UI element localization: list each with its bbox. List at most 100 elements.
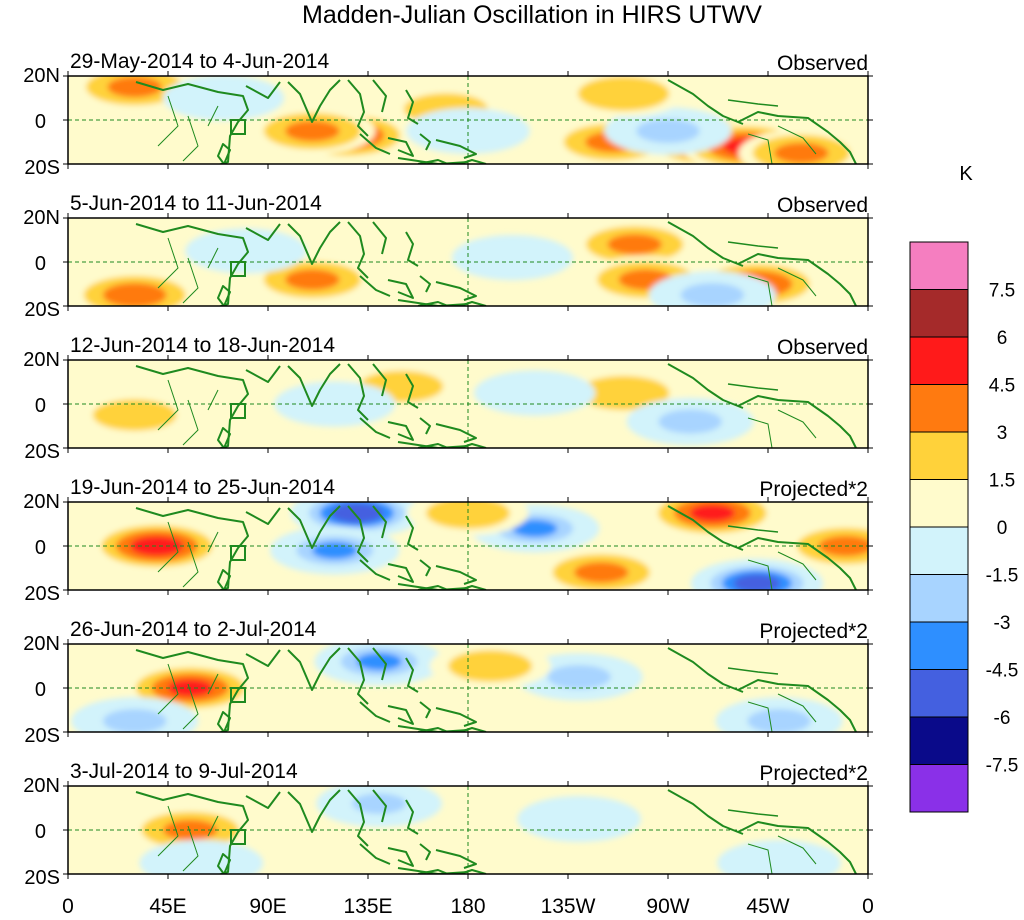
colorbar-label: -4.5 [986,661,1019,682]
colorbar-swatch [909,764,969,813]
anomaly-blob [604,107,732,155]
contour-level [577,76,670,111]
colorbar-label: -3 [994,613,1011,634]
colorbar-swatch [909,621,969,670]
anomaly-blob [648,271,776,306]
lon-label: 0 [862,895,874,918]
anomaly-blob [429,644,551,689]
lat-label: 20N [23,349,60,371]
contour-level [636,119,700,143]
contour-level [689,504,736,522]
map-panels: 20N 0 20S 29-May-2014 to 4-Jun-2014 Observed… [23,50,873,889]
contour-level [103,709,167,732]
longitude-axis: 0 45E 90E 135E 180 135W 90W 45W 0 [62,895,874,918]
colorbar-label: 6 [997,328,1008,349]
lat-label: 20S [24,299,60,321]
colorbar-label: -6 [994,708,1011,729]
panel-date-range: 3-Jul-2014 to 9-Jul-2014 [70,760,298,783]
panel-type-label: Observed [777,194,868,217]
contour-level [774,142,829,164]
lat-label: 20N [23,633,60,655]
contour-level [422,113,514,149]
colorbar-legend: K 7.5 6 4.5 3 1.5 0 -1.5 -3 -4.5 -6 -7.5 [909,163,1019,813]
contour-level [107,76,162,98]
contour-level [426,502,510,529]
contour-level [103,283,167,306]
anomaly-blob [517,796,641,842]
panel-type-label: Projected*2 [759,478,868,501]
contour-level [533,801,625,837]
colorbar-swatch [909,336,969,385]
lat-label: 0 [35,253,46,275]
anomaly-blob [71,271,199,306]
colorbar-swatch [909,716,969,765]
lon-label: 0 [62,895,74,918]
lat-label: 20N [23,775,60,797]
panel-type-label: Observed [777,52,868,75]
panel-date-range: 5-Jun-2014 to 11-Jun-2014 [70,192,322,215]
anomaly-blob [626,397,754,446]
lon-label: 180 [450,895,485,918]
contour-level [181,82,266,114]
anomaly-blob [71,697,199,732]
anomaly-blob [249,107,376,155]
anomaly-blob [474,370,596,416]
contour-level [352,793,407,814]
contour-level [312,541,358,559]
contour-level [818,535,868,557]
panel-type-label: Projected*2 [759,762,868,785]
colorbar-swatch [909,526,969,575]
anomaly-blob [561,76,686,117]
lon-label: 90W [646,895,689,918]
colorbar-label: 3 [997,423,1008,444]
lon-label: 135W [541,895,596,918]
lon-label: 45W [746,895,789,918]
lat-label: 20S [24,867,60,889]
contour-level [733,574,781,590]
colorbar-label: 7.5 [989,281,1015,302]
lat-label: 20N [23,491,60,513]
panel-type-label: Projected*2 [759,620,868,643]
lat-label: 0 [35,111,46,133]
map-panel: 20N 0 20S 26-Jun-2014 to 2-Jul-2014 Projecte… [23,618,873,747]
contour-level [330,503,383,523]
contour-level [680,283,745,306]
lon-label: 90E [249,895,286,918]
contour-level [155,845,247,874]
lat-label: 20S [24,583,60,605]
colorbar-label: 0 [997,518,1008,539]
anomaly-blob [571,221,698,268]
anomaly-blob [139,840,264,874]
figure-title: Madden-Julian Oscillation in HIRS UTWV [302,1,762,29]
anomaly-blob [74,392,196,438]
lat-label: 20N [23,207,60,229]
anomaly-blob [717,840,841,874]
colorbar-swatch [909,384,969,433]
lon-label: 135E [343,895,392,918]
anomaly-blob [316,786,442,827]
colorbar-swatch [909,431,969,480]
colorbar-swatch [909,574,969,623]
panel-date-range: 12-Jun-2014 to 18-Jun-2014 [70,334,335,357]
anomaly-blob [690,558,823,590]
map-panel: 20N 0 20S 5-Jun-2014 to 11-Jun-2014 Observed [23,192,873,321]
lat-label: 20S [24,157,60,179]
lat-label: 0 [35,679,46,701]
contour-level [607,234,662,255]
contour-level [285,120,340,142]
panel-date-range: 29-May-2014 to 4-Jun-2014 [70,50,329,73]
colorbar-swatch [909,669,969,718]
map-panel: 20N 0 20S 29-May-2014 to 4-Jun-2014 Observed [23,50,873,179]
contour-level [577,375,670,411]
colorbar-label: -1.5 [986,566,1019,587]
lat-label: 20S [24,725,60,747]
contour-level [492,377,577,409]
contour-level [92,399,177,431]
contour-level [130,536,184,556]
contour-level [733,845,825,874]
lat-label: 20S [24,441,60,463]
anomaly-blob [538,549,665,590]
colorbar-units: K [959,163,973,185]
contour-level [658,409,722,434]
